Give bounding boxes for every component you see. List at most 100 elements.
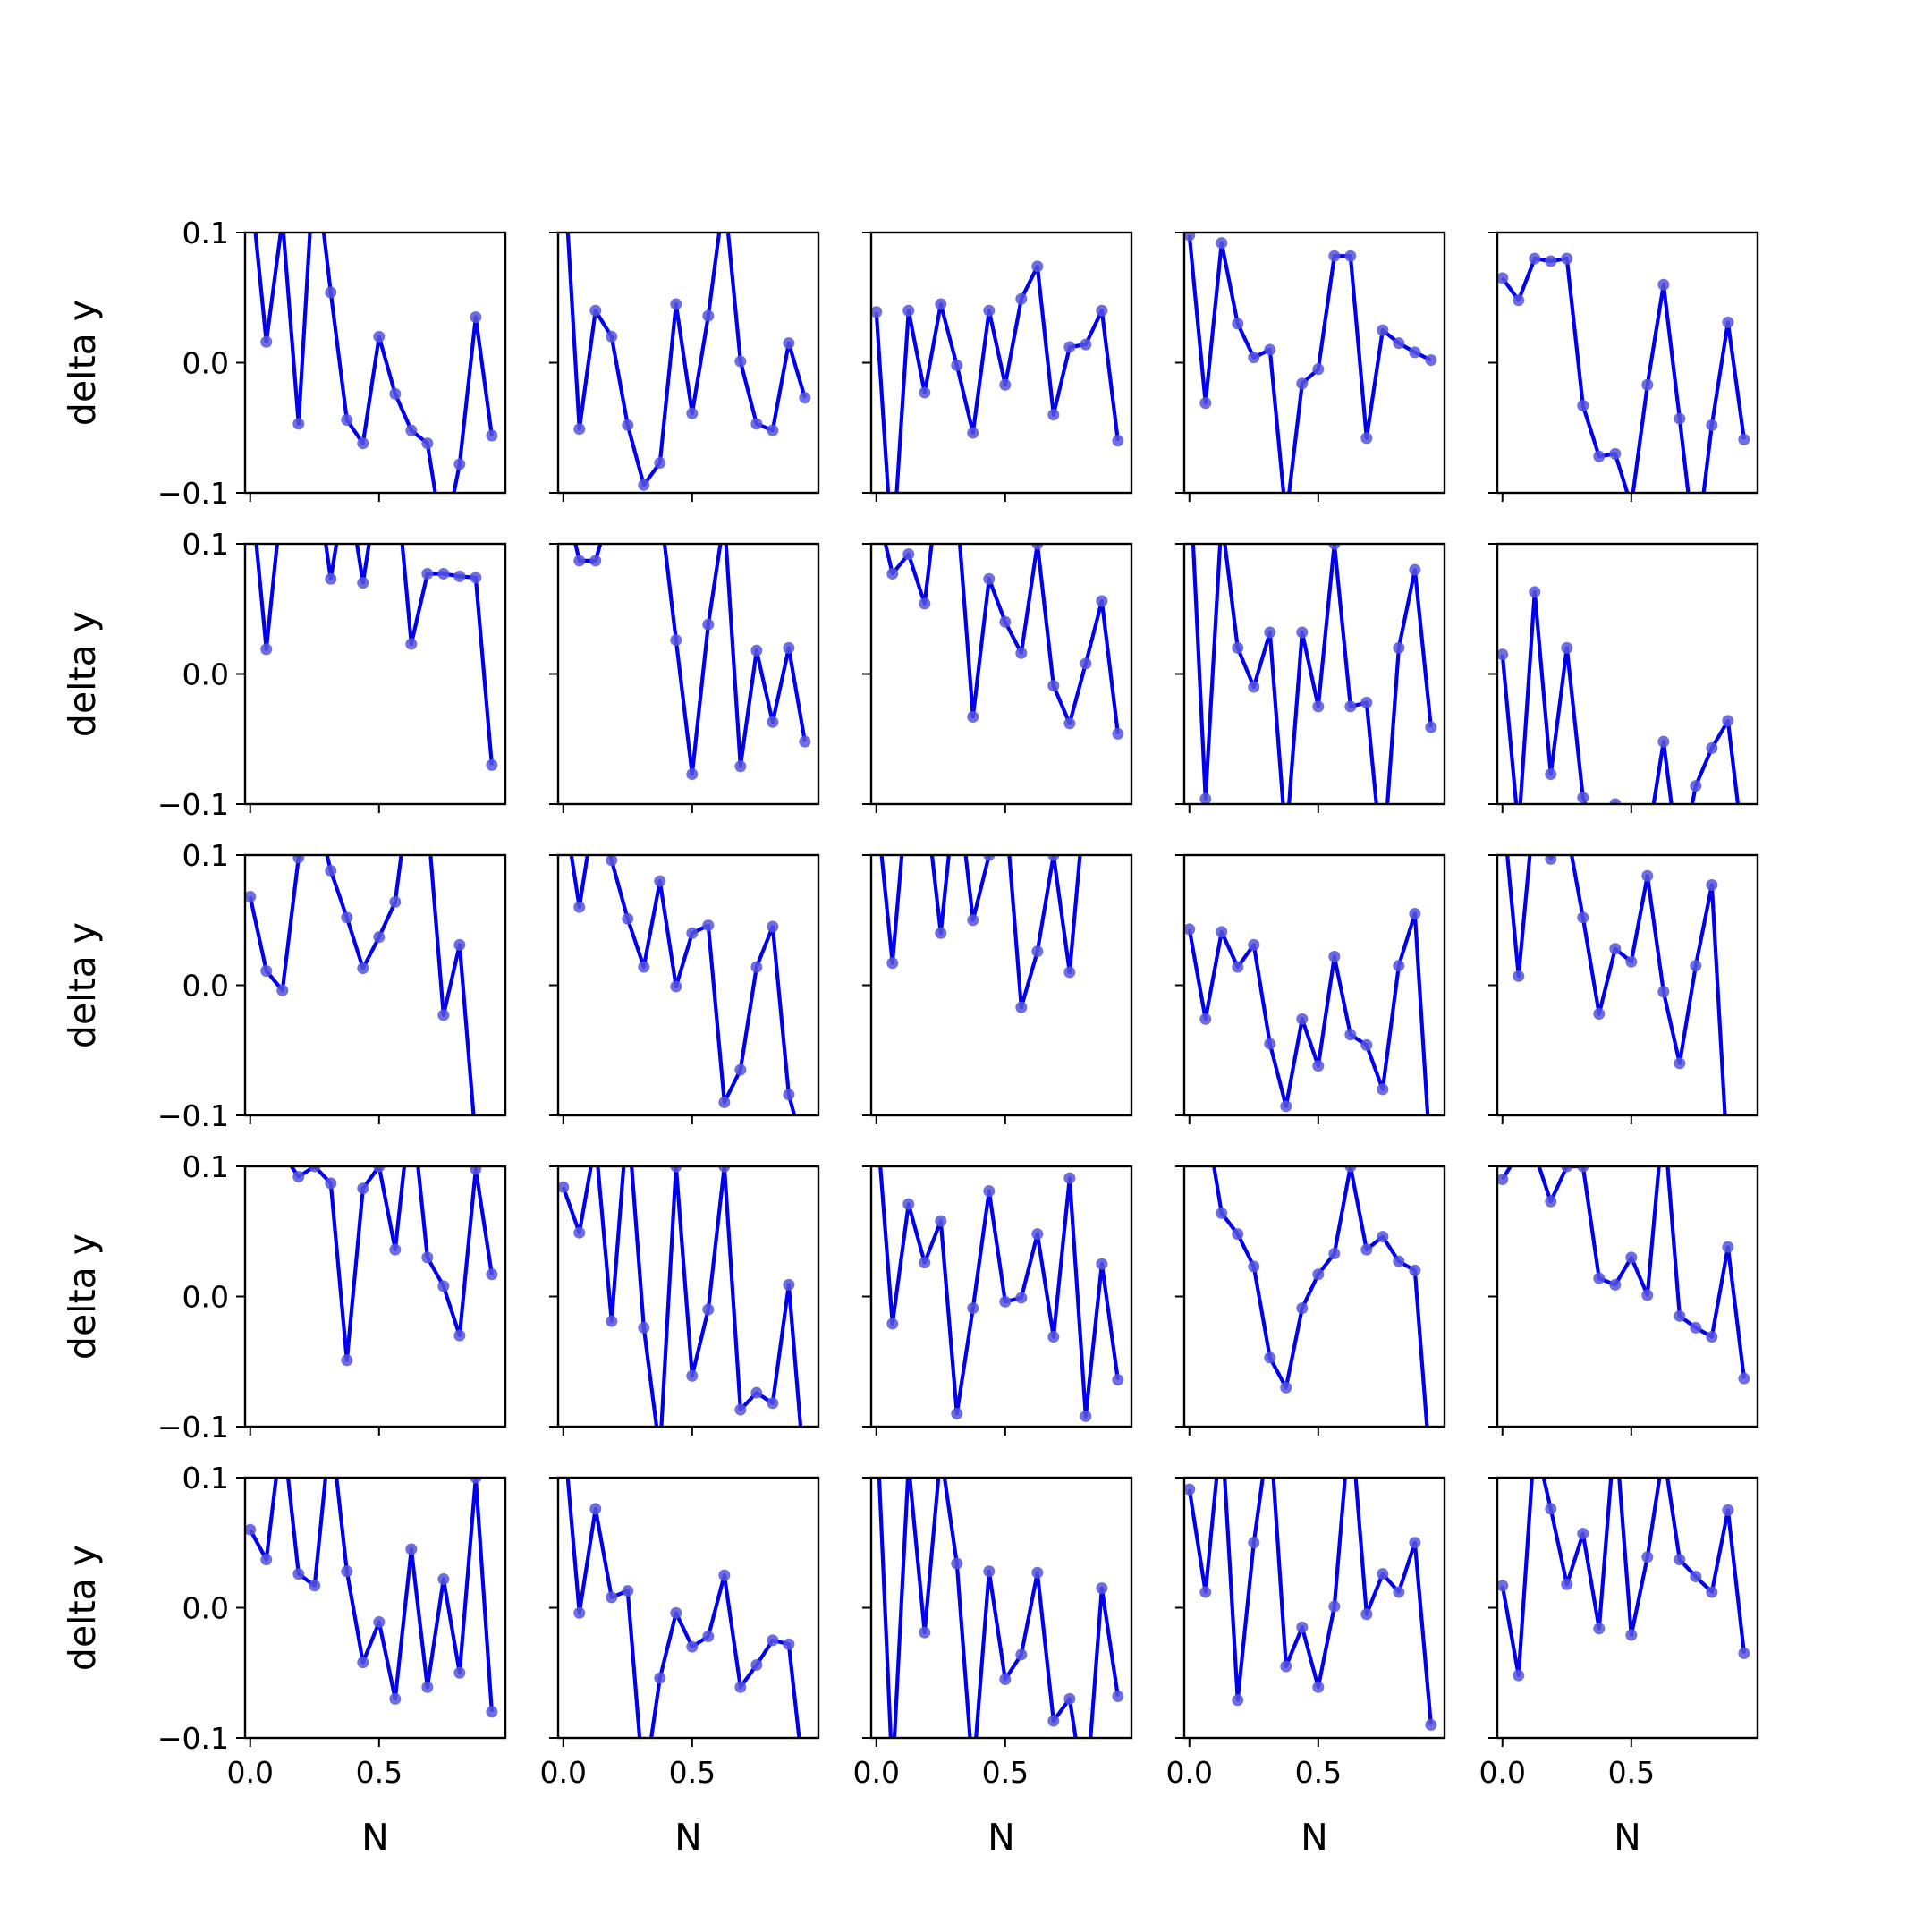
- series: [1505, 855, 1727, 1115]
- data-point: [325, 286, 337, 299]
- data-point: [1609, 1278, 1622, 1291]
- data-point: [1328, 544, 1341, 550]
- x-tick-label: 0.0: [1166, 1755, 1213, 1790]
- subplot-r2-c3: [1175, 853, 1446, 1124]
- data-point: [1328, 250, 1341, 262]
- data-point: [1096, 595, 1108, 607]
- series: [253, 233, 498, 493]
- data-point: [1248, 1260, 1260, 1273]
- data-point: [1409, 1537, 1421, 1549]
- data-point: [573, 1606, 586, 1619]
- y-axis-label: delta y: [61, 1545, 104, 1671]
- y-axis-label: delta y: [61, 300, 104, 426]
- data-point: [750, 644, 763, 657]
- data-point: [1393, 1255, 1405, 1267]
- data-point: [245, 891, 257, 903]
- data-point: [783, 641, 795, 654]
- data-point: [309, 1166, 321, 1173]
- y-tick-label: −0.1: [157, 476, 229, 511]
- data-point: [999, 615, 1012, 628]
- data-point: [718, 1166, 731, 1173]
- data-point: [1641, 378, 1654, 391]
- data-point: [437, 1572, 450, 1585]
- data-point: [919, 1626, 931, 1639]
- subplot-r4-c2: 0.0 0.5 N: [853, 1476, 1133, 1859]
- series-line: [565, 1478, 801, 1738]
- data-point: [702, 309, 715, 322]
- data-point: [1360, 432, 1373, 445]
- data-point: [670, 1166, 682, 1173]
- series-line: [1187, 911, 1430, 1115]
- data-point: [999, 1674, 1012, 1686]
- series: [871, 260, 1124, 493]
- data-point: [750, 418, 763, 430]
- data-point: [1722, 715, 1734, 727]
- subplot-r3-c0: −0.1 0.0 0.1 delta y: [61, 1149, 507, 1445]
- data-point: [1497, 272, 1509, 284]
- series-line: [253, 233, 494, 493]
- data-point: [1738, 1372, 1750, 1385]
- data-point: [357, 1182, 369, 1195]
- data-point: [1280, 1100, 1292, 1113]
- subplot-r3-c2: [862, 1165, 1133, 1436]
- data-point: [1497, 1174, 1509, 1186]
- data-point: [654, 875, 666, 887]
- data-point: [1031, 945, 1044, 958]
- data-point: [405, 424, 418, 436]
- data-point: [573, 423, 586, 436]
- series-line: [565, 233, 807, 487]
- data-point: [573, 901, 586, 913]
- data-point: [373, 330, 386, 343]
- data-point: [260, 1554, 273, 1566]
- y-tick-label: 0.0: [182, 657, 229, 692]
- y-tick-label: 0.1: [182, 838, 229, 873]
- data-point: [1577, 1528, 1589, 1540]
- data-point: [783, 1638, 795, 1650]
- x-axis-label: N: [1614, 1816, 1641, 1859]
- data-point: [1641, 1289, 1654, 1301]
- data-point: [1063, 1172, 1076, 1184]
- data-point: [373, 931, 386, 944]
- data-point: [1232, 961, 1244, 973]
- data-point: [1063, 1692, 1076, 1705]
- data-point: [1096, 1582, 1108, 1595]
- data-point: [799, 735, 811, 748]
- data-point: [1112, 1374, 1124, 1386]
- data-point: [767, 1634, 779, 1647]
- data-point: [1674, 412, 1686, 425]
- data-point: [1031, 544, 1044, 550]
- data-point: [1593, 450, 1606, 462]
- data-point: [951, 1407, 963, 1419]
- data-point: [799, 392, 811, 404]
- data-point: [357, 437, 369, 450]
- data-point: [1232, 1228, 1244, 1241]
- data-point: [1184, 1483, 1196, 1496]
- data-point: [1377, 324, 1389, 336]
- data-point: [1409, 564, 1421, 576]
- data-point: [1738, 433, 1750, 445]
- data-point: [1047, 855, 1060, 861]
- data-point: [1248, 938, 1260, 951]
- data-point: [1577, 911, 1589, 924]
- y-tick-label: 0.0: [182, 346, 229, 381]
- series-line: [1500, 589, 1741, 804]
- data-point: [1047, 1715, 1060, 1727]
- data-point: [686, 1640, 699, 1653]
- data-point: [1722, 1241, 1734, 1253]
- subplot-r0-c3: [1175, 231, 1446, 502]
- series: [565, 233, 811, 491]
- data-point: [767, 1397, 779, 1410]
- data-point: [292, 1568, 305, 1580]
- data-point: [734, 1681, 747, 1693]
- data-point: [734, 355, 747, 368]
- subplot-r2-c4: [1488, 853, 1759, 1124]
- data-point: [453, 1329, 466, 1342]
- data-point: [1015, 1292, 1028, 1304]
- data-point: [486, 758, 498, 771]
- data-point: [767, 424, 779, 436]
- series-line: [1187, 234, 1432, 493]
- data-point: [1312, 363, 1325, 376]
- series-line: [1505, 855, 1727, 1115]
- data-point: [886, 1318, 899, 1330]
